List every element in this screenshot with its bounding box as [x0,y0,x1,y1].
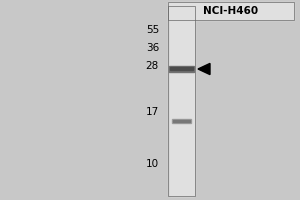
Bar [168,6,195,196]
Text: 17: 17 [146,107,159,117]
Polygon shape [198,63,210,75]
Bar [168,6,195,196]
Bar [169,66,194,72]
Bar [170,67,193,70]
Text: 55: 55 [146,25,159,35]
Text: 28: 28 [146,61,159,71]
Text: 36: 36 [146,43,159,53]
Bar [168,2,294,20]
Bar [168,2,294,20]
Bar [172,119,191,123]
Text: NCI-H460: NCI-H460 [203,6,259,16]
Bar [173,120,190,122]
Bar [169,6,194,196]
Text: 10: 10 [146,159,159,169]
